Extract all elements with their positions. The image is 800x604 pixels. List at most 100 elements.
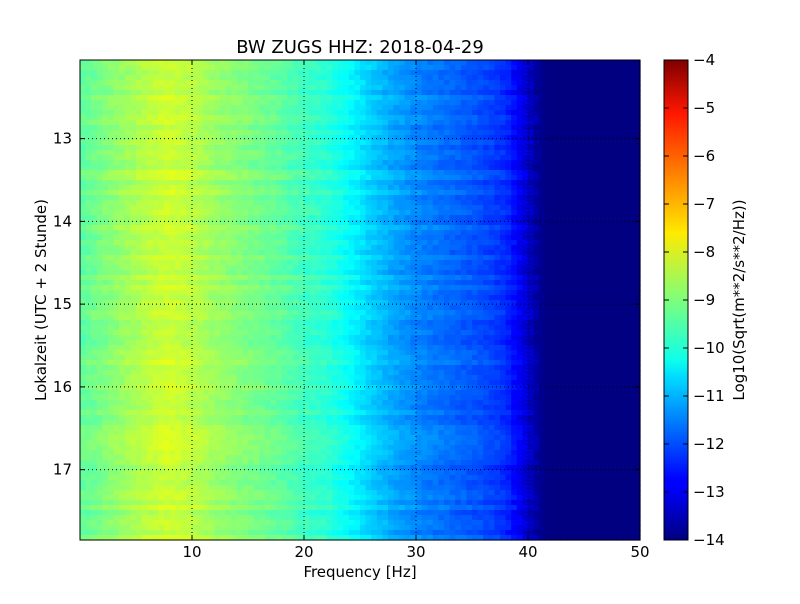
heatmap-cell [203, 70, 210, 76]
heatmap-cell [365, 375, 372, 381]
heatmap-cell [292, 300, 299, 306]
heatmap-cell [337, 90, 344, 96]
heatmap-cell [152, 320, 159, 326]
heatmap-cell [130, 385, 137, 391]
heatmap-cell [332, 165, 339, 171]
heatmap-cell [141, 285, 148, 291]
heatmap-cell [102, 135, 109, 141]
heatmap-cell [332, 200, 339, 206]
heatmap-cell [292, 180, 299, 186]
heatmap-cell [365, 175, 372, 181]
heatmap-cell [108, 205, 115, 211]
heatmap-cell [124, 315, 131, 321]
heatmap-cell [164, 360, 171, 366]
heatmap-cell [186, 330, 193, 336]
heatmap-cell [326, 200, 333, 206]
heatmap-cell [332, 390, 339, 396]
heatmap-cell [220, 125, 227, 131]
heatmap-cell [343, 345, 350, 351]
heatmap-cell [180, 340, 187, 346]
heatmap-cell [102, 240, 109, 246]
heatmap-cell [332, 435, 339, 441]
heatmap-cell [259, 410, 266, 416]
heatmap-cell [220, 160, 227, 166]
heatmap-cell [287, 335, 294, 341]
heatmap-cell [186, 305, 193, 311]
heatmap-cell [248, 290, 255, 296]
heatmap-cell [287, 480, 294, 486]
heatmap-cell [147, 225, 154, 231]
heatmap-cell [152, 340, 159, 346]
heatmap-cell [197, 170, 204, 176]
heatmap-cell [124, 95, 131, 101]
heatmap-cell [175, 230, 182, 236]
heatmap-cell [231, 300, 238, 306]
heatmap-cell [208, 295, 215, 301]
heatmap-cell [192, 105, 199, 111]
heatmap-cell [270, 520, 277, 526]
heatmap-cell [315, 310, 322, 316]
heatmap-cell [197, 165, 204, 171]
heatmap-cell [348, 335, 355, 341]
heatmap-cell [208, 145, 215, 151]
heatmap-cell [208, 345, 215, 351]
heatmap-cell [360, 140, 367, 146]
heatmap-cell [192, 110, 199, 116]
heatmap-cell [354, 65, 361, 71]
heatmap-cell [85, 490, 92, 496]
heatmap-cell [248, 300, 255, 306]
heatmap-cell [102, 435, 109, 441]
heatmap-cell [175, 120, 182, 126]
heatmap-cell [124, 255, 131, 261]
heatmap-cell [276, 425, 283, 431]
heatmap-cell [270, 330, 277, 336]
heatmap-cell [85, 385, 92, 391]
heatmap-cell [276, 295, 283, 301]
heatmap-cell [248, 335, 255, 341]
heatmap-cell [320, 470, 327, 476]
heatmap-cell [169, 180, 176, 186]
heatmap-cell [96, 350, 103, 356]
heatmap-cell [225, 150, 232, 156]
heatmap-cell [270, 340, 277, 346]
heatmap-cell [203, 470, 210, 476]
heatmap-cell [124, 405, 131, 411]
heatmap-cell [332, 125, 339, 131]
heatmap-cell [108, 95, 115, 101]
heatmap-cell [214, 220, 221, 226]
heatmap-cell [253, 485, 260, 491]
heatmap-cell [113, 300, 120, 306]
heatmap-cell [80, 200, 87, 206]
heatmap-cell [326, 415, 333, 421]
heatmap-cell [287, 210, 294, 216]
heatmap-cell [164, 290, 171, 296]
heatmap-cell [281, 255, 288, 261]
heatmap-cell [130, 320, 137, 326]
heatmap-cell [208, 130, 215, 136]
heatmap-cell [136, 245, 143, 251]
heatmap-cell [113, 95, 120, 101]
heatmap-cell [152, 315, 159, 321]
heatmap-cell [152, 180, 159, 186]
heatmap-cell [354, 505, 361, 511]
heatmap-cell [91, 340, 98, 346]
heatmap-cell [102, 90, 109, 96]
heatmap-cell [298, 440, 305, 446]
heatmap-cell [332, 120, 339, 126]
heatmap-cell [164, 490, 171, 496]
heatmap-cell [259, 530, 266, 536]
heatmap-cell [80, 170, 87, 176]
heatmap-cell [292, 355, 299, 361]
heatmap-cell [192, 425, 199, 431]
heatmap-cell [164, 80, 171, 86]
heatmap-cell [264, 120, 271, 126]
heatmap-cell [360, 520, 367, 526]
heatmap-cell [315, 85, 322, 91]
heatmap-cell [298, 270, 305, 276]
heatmap-cell [208, 300, 215, 306]
heatmap-cell [304, 335, 311, 341]
heatmap-cell [220, 470, 227, 476]
heatmap-cell [231, 115, 238, 121]
heatmap-cell [214, 250, 221, 256]
heatmap-cell [320, 120, 327, 126]
